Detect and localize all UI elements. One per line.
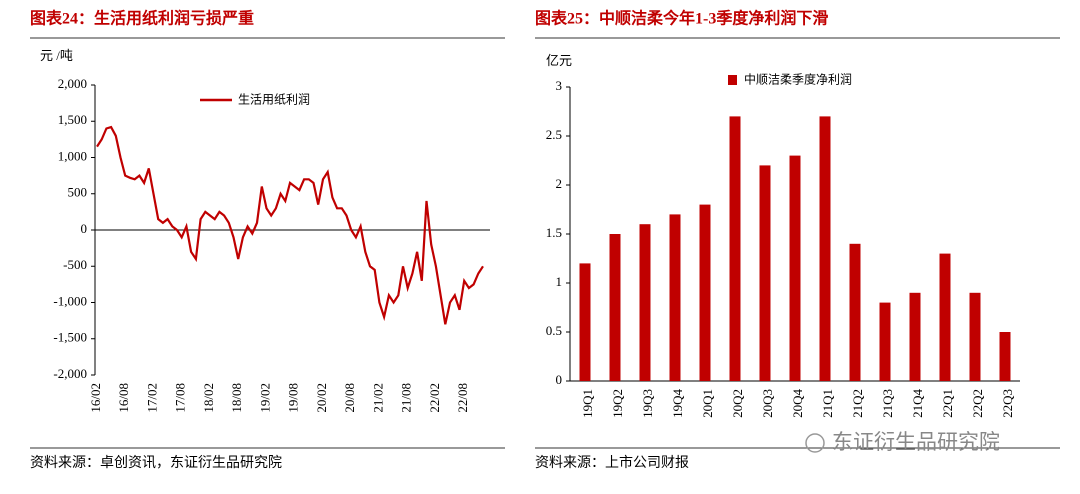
legend-swatch: [728, 75, 737, 85]
y-tick-label: 0.5: [546, 323, 562, 338]
x-tick-label: 21Q4: [910, 389, 925, 418]
y-tick-label: -1,000: [53, 293, 87, 308]
bar: [879, 302, 891, 381]
y-tick-label: -500: [63, 257, 87, 272]
x-tick-label: 22/08: [455, 383, 470, 413]
x-tick-label: 21Q1: [820, 389, 835, 418]
bar: [669, 214, 681, 381]
legend-label: 中顺洁柔季度净利润: [744, 72, 852, 87]
x-tick-label: 19Q3: [640, 389, 655, 418]
x-tick-label: 19/08: [286, 383, 301, 413]
x-tick-label: 21/08: [399, 383, 414, 413]
y-tick-label: 1,500: [58, 112, 87, 127]
x-tick-label: 19Q2: [610, 389, 625, 418]
y-tick-label: -1,500: [53, 330, 87, 345]
x-tick-label: 20/02: [314, 383, 329, 413]
bar: [819, 116, 831, 382]
x-tick-label: 16/02: [88, 383, 103, 413]
y-tick-label: 2: [556, 176, 563, 191]
legend-label: 生活用纸利润: [238, 93, 310, 107]
x-tick-label: 18/08: [229, 383, 244, 413]
source-note: 资料来源：卓创资讯，东证衍生品研究院: [30, 455, 282, 471]
bar: [849, 243, 861, 381]
bar: [579, 263, 591, 381]
watermark-icon: [805, 433, 825, 453]
bar: [639, 224, 651, 381]
bar: [729, 116, 741, 382]
y-tick-label: 500: [68, 185, 88, 200]
y-tick-label: -2,000: [53, 366, 87, 381]
x-tick-label: 20/08: [342, 383, 357, 413]
x-tick-label: 22Q1: [940, 389, 955, 418]
x-tick-label: 17/08: [173, 383, 188, 413]
y-tick-label: 1: [556, 274, 563, 289]
bar: [759, 165, 771, 381]
y-tick-label: 0: [81, 221, 88, 236]
y-tick-label: 3: [556, 78, 563, 93]
y-tick-label: 1,000: [58, 148, 87, 163]
x-tick-label: 21Q2: [850, 389, 865, 418]
x-tick-label: 22/02: [427, 383, 442, 413]
x-tick-label: 21Q3: [880, 389, 895, 418]
x-tick-label: 22Q2: [970, 389, 985, 418]
x-tick-label: 16/08: [116, 383, 131, 413]
x-tick-label: 21/02: [370, 383, 385, 413]
source-note: 资料来源：上市公司财报: [535, 454, 689, 471]
bar: [969, 292, 981, 381]
y-tick-label: 2.5: [546, 127, 562, 142]
x-tick-label: 20Q4: [790, 389, 805, 418]
bar: [939, 253, 951, 381]
y-tick-label: 0: [556, 372, 563, 387]
y-axis-unit: 元 /吨: [40, 48, 73, 63]
bar: [609, 234, 621, 381]
chart-title: 图表25：中顺洁柔今年1-3季度净利润下滑: [535, 9, 828, 28]
x-tick-label: 18/02: [201, 383, 216, 413]
line-series: [96, 125, 484, 325]
bar: [789, 155, 801, 381]
y-tick-label: 1.5: [546, 225, 562, 240]
bar: [999, 332, 1011, 381]
bar: [699, 204, 711, 381]
x-tick-label: 19/02: [257, 383, 272, 413]
y-tick-label: 2,000: [58, 76, 87, 91]
watermark: 东证衍生品研究院: [832, 430, 1000, 454]
x-tick-label: 22Q3: [1000, 389, 1015, 418]
x-tick-label: 17/02: [144, 383, 159, 413]
y-axis-unit: 亿元: [546, 53, 572, 68]
x-tick-label: 20Q1: [700, 389, 715, 418]
x-tick-label: 20Q3: [760, 389, 775, 418]
x-tick-label: 20Q2: [730, 389, 745, 418]
x-tick-label: 19Q4: [670, 389, 685, 418]
x-tick-label: 19Q1: [580, 389, 595, 418]
chart-title: 图表24：生活用纸利润亏损严重: [30, 9, 254, 28]
bar: [909, 292, 921, 381]
